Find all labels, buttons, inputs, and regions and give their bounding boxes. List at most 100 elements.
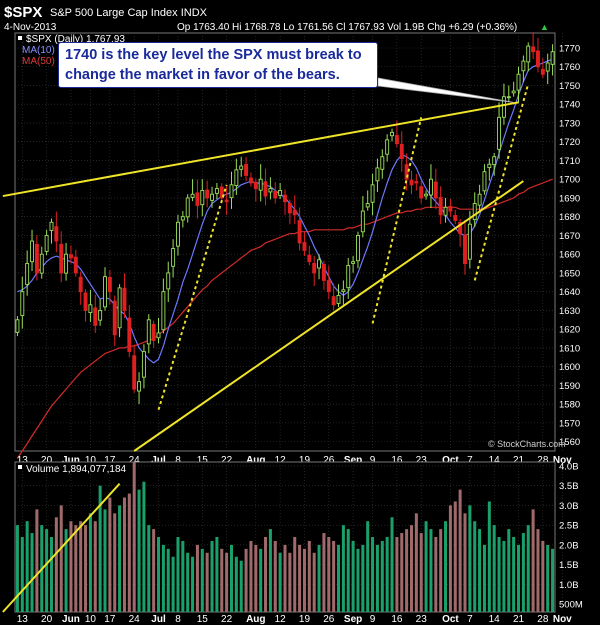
volume-bar xyxy=(244,548,248,612)
volume-bar xyxy=(463,513,467,612)
volume-bar xyxy=(74,525,78,612)
legend-volume: Volume 1,894,077,184 xyxy=(26,464,127,475)
volume-bar xyxy=(341,525,345,612)
candle-body xyxy=(346,264,351,289)
price-x-gridlines xyxy=(21,33,563,451)
volume-bar xyxy=(249,540,253,612)
candle-body xyxy=(180,216,185,221)
volume-bar xyxy=(278,552,282,612)
x-tick-label: 19 xyxy=(299,455,311,466)
x-axis-labels: 13 20 Jun 10 17 24 Jul 8 15 22 Aug 12 19 26 Sep 9 16 23 Oc… xyxy=(17,455,572,466)
candle-body xyxy=(419,186,424,199)
candle-body xyxy=(390,131,394,137)
candle-body xyxy=(137,381,142,392)
volume-bar xyxy=(137,489,141,612)
volume-tick-label: 500M xyxy=(559,600,583,611)
volume-bar xyxy=(98,485,102,612)
volume-bar xyxy=(482,544,486,612)
candle-body xyxy=(424,193,429,197)
volume-bar xyxy=(356,548,360,612)
volume-bar xyxy=(302,548,306,612)
volume-bar xyxy=(88,513,92,612)
candle-body xyxy=(326,280,331,293)
x-tick-label: 15 xyxy=(197,455,209,466)
candle-body xyxy=(545,62,550,72)
candle-body xyxy=(234,169,239,187)
volume-bar xyxy=(434,537,438,612)
x-tick-label: 22 xyxy=(221,455,233,466)
annotation-line-2: change the market in favor of the bears. xyxy=(65,67,340,83)
volume-bar xyxy=(405,529,409,612)
candle-body xyxy=(171,248,176,267)
volume-bar xyxy=(312,552,316,612)
candle-body xyxy=(39,253,44,274)
volume-bar xyxy=(371,537,375,612)
x-tick-label: 16 xyxy=(391,455,403,466)
x-tick-label: 9 xyxy=(370,455,376,466)
candle-body xyxy=(117,287,122,329)
volume-bar xyxy=(512,537,516,612)
x-tick-label: Oct xyxy=(442,455,459,466)
volume-x-tick-label: 13 xyxy=(17,614,29,625)
price-tick-label: 1750 xyxy=(559,81,580,92)
volume-bar xyxy=(127,493,131,612)
candle-body xyxy=(511,90,516,94)
candle-body xyxy=(351,261,356,264)
ma50-line xyxy=(16,178,553,459)
volume-bar xyxy=(414,513,418,612)
volume-bar xyxy=(468,505,472,612)
candle-body xyxy=(550,51,555,65)
candle-body xyxy=(103,276,107,308)
trendlines xyxy=(2,83,530,452)
candle-body xyxy=(156,332,161,339)
watermark: © StockCharts.com xyxy=(488,439,566,449)
candle-body xyxy=(263,181,268,197)
candle-body xyxy=(83,292,88,311)
candle-body xyxy=(321,263,326,281)
candle-body xyxy=(93,307,98,326)
candle-body xyxy=(44,234,49,252)
x-tick-label: Nov xyxy=(553,455,572,466)
volume-bar xyxy=(64,529,68,612)
candle-body xyxy=(34,243,39,274)
volume-x-tick-label: 26 xyxy=(323,614,335,625)
volume-bar xyxy=(122,497,126,612)
candle-body xyxy=(239,165,244,170)
candle-body xyxy=(73,256,78,274)
volume-bar xyxy=(195,544,199,612)
volume-bar xyxy=(234,556,238,612)
candle-body xyxy=(487,163,492,169)
volume-bar xyxy=(152,529,156,612)
candle-body xyxy=(414,181,419,184)
dotted-trendline xyxy=(371,117,423,324)
volume-bar xyxy=(84,525,88,612)
volume-tick-label: 3.0B xyxy=(559,501,579,512)
volume-bar xyxy=(59,505,63,612)
legend-price-swatch xyxy=(18,36,22,40)
volume-tick-label: 1.5B xyxy=(559,560,579,571)
candle-body xyxy=(531,46,536,53)
volume-bar xyxy=(171,556,175,612)
volume-bar xyxy=(332,540,336,612)
candle-body xyxy=(185,197,190,218)
candle-body xyxy=(399,143,404,160)
candle-body xyxy=(336,294,341,304)
support-trendline xyxy=(133,180,524,452)
candle-body xyxy=(205,189,210,199)
candle-body xyxy=(166,272,171,290)
candle-body xyxy=(25,263,30,285)
x-tick-label: 21 xyxy=(513,455,525,466)
price-tick-label: 1670 xyxy=(559,231,580,242)
candle-body xyxy=(54,226,59,242)
candle-body xyxy=(448,205,453,212)
legend-volume-swatch xyxy=(18,465,22,469)
volume-bar xyxy=(25,521,29,612)
candle-body xyxy=(98,309,103,321)
volume-bar xyxy=(385,537,389,612)
x-tick-label: 8 xyxy=(175,455,181,466)
volume-bar xyxy=(458,489,462,612)
candle-body xyxy=(253,181,258,190)
candle-body xyxy=(356,234,360,262)
candle-body xyxy=(287,202,292,214)
volume-x-axis-labels: 13 20 Jun 10 17 24 Jul 8 15 22 Aug 12 19 26 Sep 9 16 23 Oc… xyxy=(17,614,572,625)
